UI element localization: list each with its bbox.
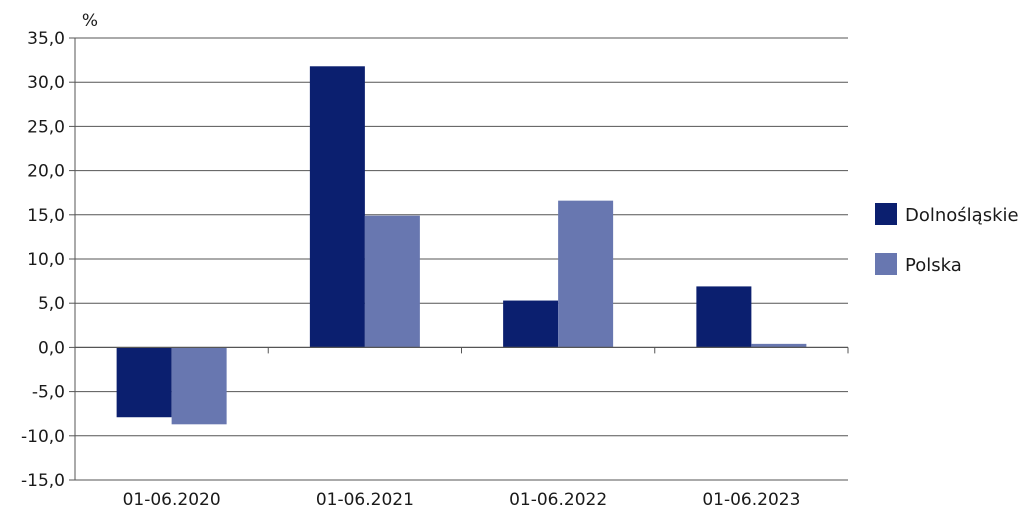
bar	[558, 200, 614, 348]
bar	[309, 66, 365, 348]
bar	[503, 300, 559, 348]
y-tick-label: 5,0	[38, 294, 65, 314]
x-tick-label: 01-06.2021	[316, 490, 414, 510]
y-tick-label: -15,0	[21, 471, 65, 491]
bar	[696, 286, 752, 348]
legend-swatch	[875, 203, 897, 225]
y-tick-label: 25,0	[27, 117, 65, 137]
x-tick-label: 01-06.2020	[123, 490, 221, 510]
bar	[751, 343, 807, 348]
bar	[171, 347, 227, 425]
bars	[116, 66, 807, 425]
y-tick-label: 0,0	[38, 338, 65, 358]
y-tick-label: 35,0	[27, 29, 65, 49]
bar	[116, 347, 172, 418]
y-tick-label: 15,0	[27, 206, 65, 226]
x-tick-label: 01-06.2022	[509, 490, 607, 510]
y-axis-unit: %	[82, 11, 98, 31]
y-tick-label: 20,0	[27, 162, 65, 182]
x-axis-ticks: 01-06.2020 01-06.2021 01-06.2022 01-06.2023	[123, 490, 801, 510]
y-tick-label: -5,0	[32, 383, 65, 403]
y-axis-ticks: -15,0 -10,0 -5,0 0,0 5,0 10,0 15,0 20,0 25,0 30,0…	[21, 29, 75, 491]
y-tick-label: 30,0	[27, 73, 65, 93]
axes	[74, 38, 849, 481]
legend-swatch	[875, 253, 897, 275]
bar	[364, 215, 420, 348]
legend: Dolnośląskie Polska	[875, 203, 1019, 276]
legend-label: Polska	[905, 255, 962, 276]
y-tick-label: 10,0	[27, 250, 65, 270]
x-tick-label: 01-06.2023	[702, 490, 800, 510]
y-tick-label: -10,0	[21, 427, 65, 447]
legend-label: Dolnośląskie	[905, 205, 1019, 226]
